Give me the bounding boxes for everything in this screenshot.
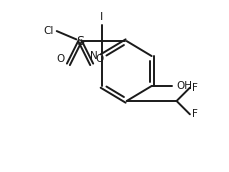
Text: Cl: Cl [43, 26, 53, 36]
Text: OH: OH [176, 81, 192, 91]
Text: O: O [95, 53, 103, 63]
Text: S: S [76, 35, 84, 48]
Text: N: N [89, 51, 97, 61]
Text: F: F [191, 83, 196, 93]
Text: F: F [191, 109, 196, 119]
Text: O: O [57, 53, 65, 63]
Text: I: I [100, 12, 103, 22]
